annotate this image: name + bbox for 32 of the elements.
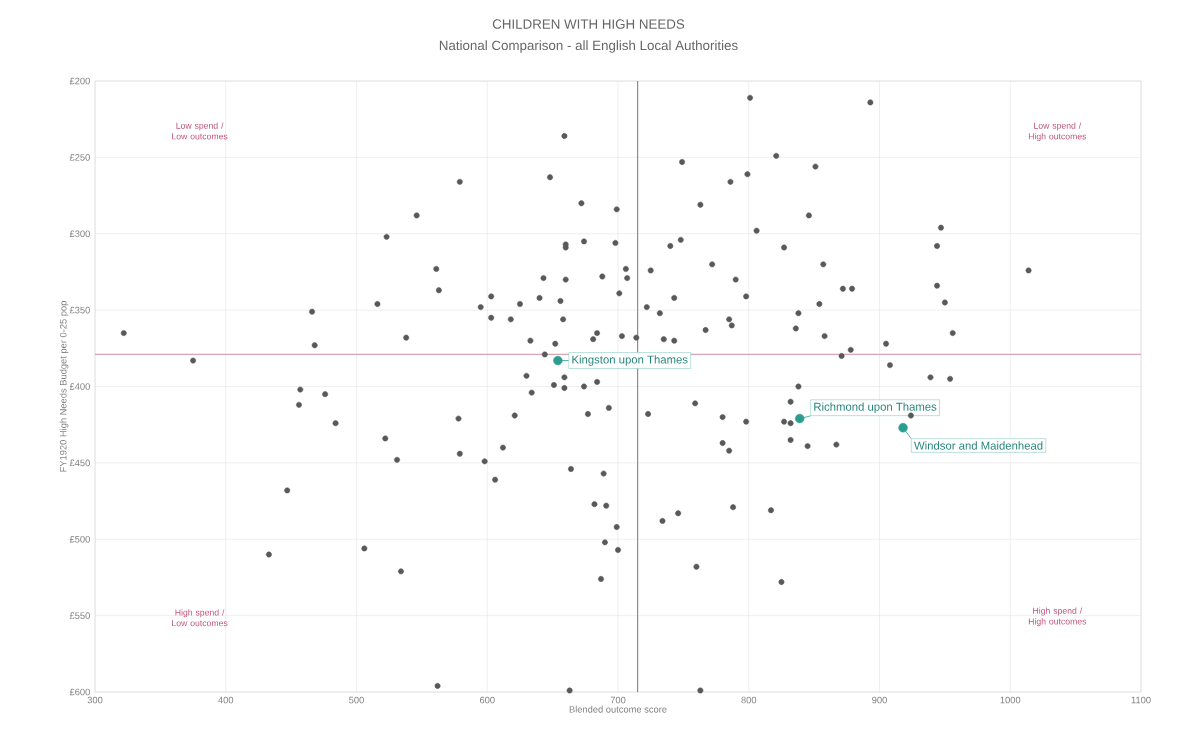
- point: [898, 423, 908, 433]
- annotation: High spend / High outcomes: [1028, 607, 1087, 627]
- x-tick-label: 300: [87, 696, 103, 704]
- point: [553, 355, 563, 366]
- y-tick-label: £350: [69, 306, 90, 314]
- x-tick-label: 400: [218, 696, 234, 704]
- y-axis-title: FY1920 High Needs Budget per 0-25 pop: [59, 301, 69, 472]
- chart-subtitle: National Comparison - all English Local Authorities: [439, 40, 738, 53]
- annotation: Low spend / High outcomes: [1028, 122, 1087, 142]
- y-tick-label: £400: [69, 383, 90, 390]
- y-tick-label: £600: [69, 688, 90, 696]
- annotation: Low spend / Low outcomes: [172, 122, 228, 140]
- y-tick-label: £550: [69, 612, 90, 619]
- annotation: Kingston upon Thames: [572, 355, 688, 366]
- x-tick-label: 500: [349, 696, 364, 704]
- x-tick-label: 600: [479, 696, 495, 704]
- annotation: High spend / Low outcomes: [172, 609, 228, 627]
- y-tick-label: £500: [69, 535, 90, 543]
- x-tick-label: 900: [872, 696, 887, 704]
- point: [795, 413, 805, 424]
- x-tick-label: 800: [741, 696, 757, 704]
- annotation: Richmond upon Thames: [814, 402, 937, 413]
- x-tick-label: 1000: [1000, 696, 1021, 704]
- y-tick-label: £300: [69, 230, 90, 238]
- chart-title: CHILDREN WITH HIGH NEEDS: [492, 19, 685, 29]
- x-tick-label: 1100: [1131, 696, 1151, 704]
- y-tick-label: £250: [69, 154, 90, 161]
- annotation: Windsor and Maidenhead: [914, 441, 1043, 450]
- x-axis-title: Blended outcome score: [569, 705, 667, 713]
- y-tick-label: £450: [69, 459, 90, 467]
- y-tick-label: £200: [69, 77, 90, 85]
- x-tick-label: 700: [610, 696, 626, 704]
